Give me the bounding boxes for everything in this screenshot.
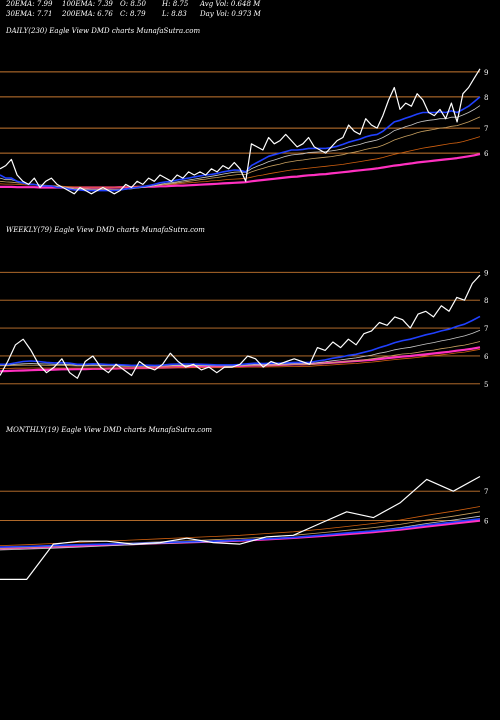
monthly-ema20-line — [0, 518, 481, 548]
monthly-y-tick-label: 7 — [484, 488, 488, 496]
weekly-ema100-line — [0, 348, 481, 369]
daily-price-line — [0, 68, 481, 195]
daily-y-tick-label: 7 — [484, 125, 488, 133]
monthly-y-tick-label: 6 — [484, 518, 489, 526]
header-high: H: 8.75 — [162, 0, 189, 8]
daily-ema100-line — [0, 136, 481, 188]
monthly-ema100-line — [0, 506, 481, 546]
header-close: C: 8.79 — [120, 10, 146, 18]
monthly-panel-title: MONTHLY(19) Eagle View DMD charts Munafa… — [6, 426, 213, 434]
weekly-y-tick-label: 9 — [484, 269, 488, 277]
daily-y-tick-label: 9 — [484, 69, 488, 77]
weekly-panel-title: WEEKLY(79) Eagle View DMD charts MunafaS… — [6, 226, 205, 234]
header-low: L: 8.83 — [162, 10, 187, 18]
weekly-y-tick-label: 6 — [484, 353, 489, 361]
daily-ema20-line — [0, 96, 481, 192]
header-ema200: 200EMA: 6.76 — [62, 10, 113, 18]
weekly-price-line — [0, 274, 481, 379]
weekly-ema30-line — [0, 329, 481, 367]
header-ema20: 20EMA: 7.99 — [6, 0, 53, 8]
header-open: O: 8.50 — [120, 0, 146, 8]
weekly-y-tick-label: 5 — [484, 381, 488, 389]
header-ema30: 30EMA: 7.71 — [6, 10, 53, 18]
header-day-vol: Day Vol: 0.973 M — [200, 10, 261, 18]
weekly-ema50-line — [0, 341, 481, 367]
daily-panel-title: DAILY(230) Eagle View DMD charts MunafaS… — [6, 27, 201, 35]
weekly-y-tick-label: 8 — [484, 297, 488, 305]
daily-y-tick-label: 8 — [484, 94, 488, 102]
header-ema100: 100EMA: 7.39 — [62, 0, 113, 8]
daily-ema50-line — [0, 116, 481, 190]
daily-y-tick-label: 6 — [484, 150, 489, 158]
weekly-y-tick-label: 7 — [484, 325, 488, 333]
daily-ema30-line — [0, 105, 481, 191]
header-avg-vol: Avg Vol: 0.648 M — [200, 0, 261, 8]
monthly-price-line — [0, 475, 481, 581]
